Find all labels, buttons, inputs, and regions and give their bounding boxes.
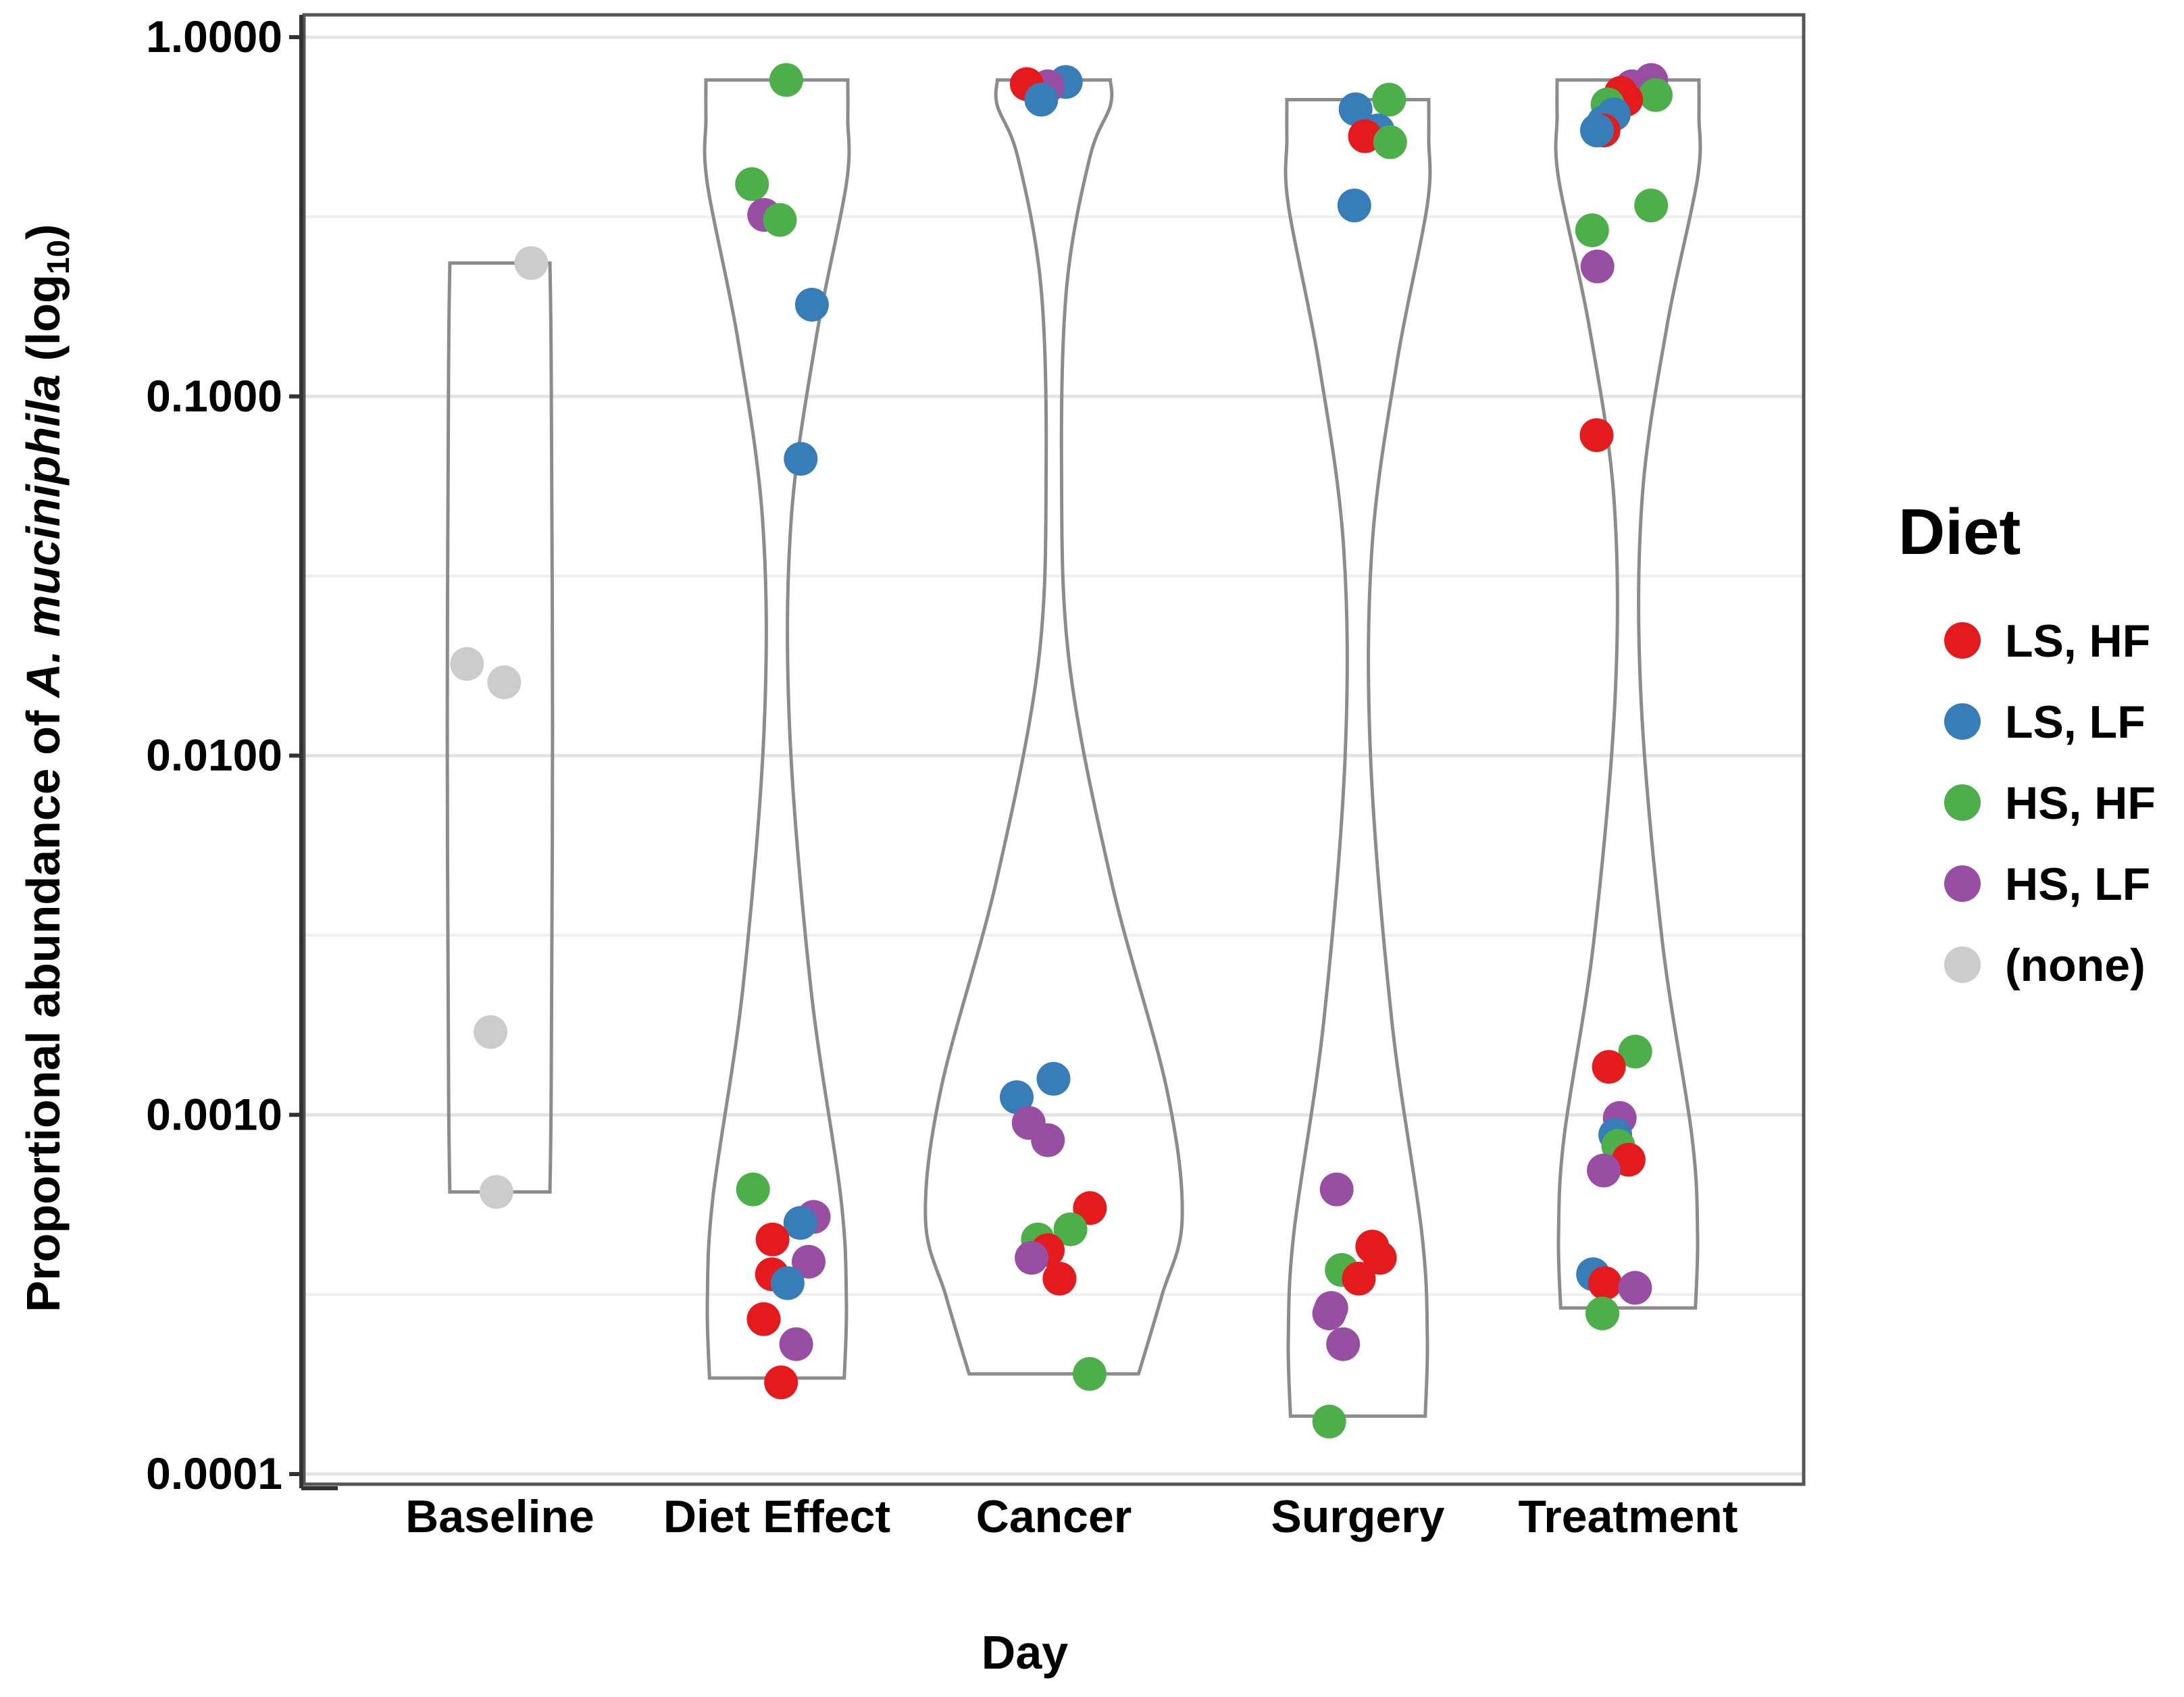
data-point (487, 665, 522, 699)
legend-title: Diet (1898, 496, 2021, 568)
x-axis-title: Day (982, 1626, 1068, 1679)
data-point (1319, 1172, 1354, 1207)
data-point (736, 1172, 770, 1207)
y-axis-title: Proportional abundance of A. muciniphila… (17, 224, 76, 1313)
legend-swatch (1944, 784, 1981, 821)
data-point (764, 1365, 798, 1400)
data-point (1073, 1357, 1107, 1391)
data-point (784, 442, 818, 476)
y-tick-label: 0.0001 (146, 1448, 282, 1498)
data-point (1634, 188, 1669, 223)
data-point (1024, 82, 1059, 117)
data-point (1342, 1261, 1376, 1296)
violin-diet-effect (703, 78, 851, 1380)
data-point (1337, 188, 1371, 223)
data-point (755, 1222, 790, 1257)
data-point (1592, 1050, 1626, 1084)
x-tick-label: Treatment (1519, 1491, 1738, 1542)
x-tick-label: Surgery (1271, 1491, 1445, 1542)
y-axis-title-prefix: Proportional abundance of (17, 697, 70, 1312)
y-axis-title-close: ) (17, 224, 70, 240)
data-point (1587, 1153, 1621, 1188)
legend-swatch (1944, 703, 1981, 740)
data-point (1585, 1296, 1619, 1331)
legend-label: LS, HF (2005, 615, 2150, 667)
data-point (1363, 1240, 1397, 1275)
data-points (450, 63, 1673, 1439)
x-tick-label: Diet Effect (663, 1491, 890, 1542)
y-tick-label: 1.0000 (146, 11, 282, 61)
data-point (1618, 1034, 1652, 1069)
data-point (1042, 1261, 1077, 1296)
violin-baseline (445, 261, 555, 1194)
data-point (1580, 249, 1615, 284)
data-point (1312, 1296, 1346, 1331)
data-point (1326, 1327, 1361, 1361)
x-tick-label: Cancer (976, 1491, 1132, 1542)
data-point (746, 1302, 781, 1336)
data-point (1373, 125, 1407, 159)
data-point (779, 1327, 813, 1361)
data-point (1338, 92, 1373, 126)
data-point (1618, 1271, 1652, 1305)
data-point (1575, 213, 1609, 247)
x-tick-label: Baseline (405, 1491, 594, 1542)
legend-label: HS, LF (2005, 859, 2150, 910)
data-point (1000, 1080, 1034, 1115)
y-tick-label: 0.0010 (146, 1089, 282, 1139)
y-axis-ticks: 0.0001 0.0010 0.0100 0.1000 1.0000 (146, 11, 301, 1498)
legend-label: LS, LF (2005, 696, 2145, 748)
y-axis-title-subscript: 10 (41, 240, 76, 274)
data-point (1036, 1061, 1071, 1096)
violin-surgery (1284, 98, 1432, 1418)
y-tick-label: 0.1000 (146, 371, 282, 421)
data-point (1579, 418, 1614, 453)
data-point (792, 1244, 826, 1279)
legend-swatch (1944, 946, 1981, 983)
violin-treatment (1554, 78, 1702, 1310)
data-point (1588, 1266, 1622, 1300)
data-point (1031, 1123, 1065, 1157)
data-point (1015, 1240, 1049, 1275)
data-point (1639, 78, 1673, 112)
data-point (794, 288, 829, 322)
legend: Diet LS, HF LS, LF HS, HF HS, LF (none) (1898, 496, 2156, 991)
data-point (1312, 1404, 1346, 1439)
y-axis-title-species: A. muciniphila (17, 374, 70, 699)
plot-frame (299, 13, 1806, 1490)
data-point (450, 647, 484, 681)
data-point (474, 1015, 508, 1049)
data-point (1053, 1212, 1088, 1246)
data-point (770, 1266, 805, 1300)
data-point (763, 203, 797, 237)
data-point (735, 167, 769, 201)
data-point (514, 246, 549, 280)
y-tick-label: 0.0100 (146, 730, 282, 780)
legend-label: (none) (2005, 940, 2145, 991)
data-point (1372, 82, 1406, 117)
violin-cancer (923, 78, 1184, 1376)
x-axis-ticks: Baseline Diet Effect Cancer Surgery Treatmen… (405, 1491, 1737, 1542)
data-point (783, 1206, 817, 1240)
legend-label: HS, HF (2005, 778, 2156, 829)
legend-swatch (1944, 865, 1981, 902)
plot-border (302, 13, 1806, 1486)
y-axis-title-suffix: (log (17, 274, 70, 374)
legend-items: LS, HF LS, LF HS, HF HS, LF (none) (1944, 615, 2156, 991)
legend-swatch (1944, 622, 1981, 659)
violins (445, 78, 1702, 1418)
data-point (1580, 113, 1614, 148)
data-point (769, 63, 803, 97)
data-point (479, 1175, 513, 1209)
